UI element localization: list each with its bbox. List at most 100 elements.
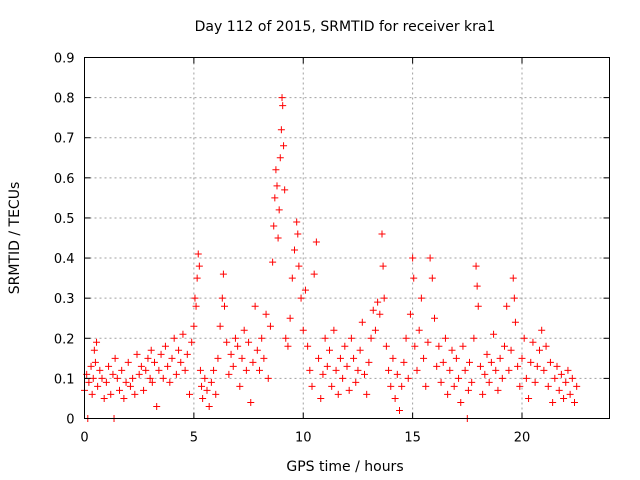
data-point <box>105 362 113 370</box>
chart-title: Day 112 of 2015, SRMTID for receiver kra… <box>195 19 496 35</box>
data-point <box>295 262 303 270</box>
data-point <box>192 302 200 310</box>
y-tick-label: 0.1 <box>54 372 75 387</box>
data-point <box>194 250 202 258</box>
data-point <box>153 402 161 410</box>
data-point <box>490 330 498 338</box>
data-point <box>380 294 388 302</box>
data-point <box>166 378 174 386</box>
data-point <box>203 386 211 394</box>
data-point <box>109 370 117 378</box>
data-point <box>413 366 421 374</box>
data-point <box>507 346 515 354</box>
data-point <box>468 378 476 386</box>
data-point <box>571 398 578 406</box>
data-point <box>256 366 263 374</box>
data-point <box>343 362 351 370</box>
data-point <box>274 234 282 242</box>
data-point <box>464 386 472 394</box>
data-point <box>234 342 242 350</box>
data-point <box>402 334 410 342</box>
data-point <box>474 302 482 310</box>
data-point <box>326 346 333 354</box>
data-point <box>361 370 368 378</box>
data-point <box>281 186 289 194</box>
data-point <box>161 342 169 350</box>
data-point <box>266 322 274 330</box>
data-point <box>437 378 445 386</box>
x-tick-label: 20 <box>514 431 531 446</box>
data-point <box>450 382 458 390</box>
data-point <box>509 274 517 282</box>
data-point <box>485 378 493 386</box>
data-point <box>251 302 259 310</box>
data-point <box>382 342 390 350</box>
data-point <box>426 254 434 262</box>
data-point <box>417 294 425 302</box>
y-tick-label: 0.7 <box>54 132 75 147</box>
data-point <box>288 274 296 282</box>
data-point <box>278 94 286 102</box>
data-point <box>568 374 576 382</box>
data-point <box>379 262 387 270</box>
data-point <box>452 354 460 362</box>
data-point <box>538 326 546 334</box>
data-point <box>262 310 270 318</box>
data-point <box>396 406 403 414</box>
data-point <box>389 354 397 362</box>
data-point <box>494 386 502 394</box>
data-point <box>352 378 360 386</box>
data-point <box>424 338 432 346</box>
data-point <box>276 154 284 162</box>
data-point <box>336 354 344 362</box>
data-point <box>345 386 353 394</box>
data-point <box>557 370 565 378</box>
x-tick-label: 5 <box>190 431 198 446</box>
axis-ticks <box>84 57 610 419</box>
data-point <box>498 374 506 382</box>
data-point <box>564 366 572 374</box>
data-point <box>286 314 294 322</box>
data-point <box>321 334 329 342</box>
data-point <box>431 314 438 322</box>
data-point <box>516 382 524 390</box>
data-point <box>299 326 307 334</box>
data-point <box>551 374 559 382</box>
data-point <box>205 402 213 410</box>
data-point <box>540 366 548 374</box>
data-point <box>481 370 489 378</box>
data-point <box>212 390 220 398</box>
data-point <box>258 334 266 342</box>
data-point <box>400 358 408 366</box>
data-point <box>270 222 278 230</box>
data-point <box>277 126 285 134</box>
data-point <box>102 378 110 386</box>
data-point <box>247 398 255 406</box>
data-point <box>126 382 134 390</box>
data-point <box>111 354 119 362</box>
y-tick-label: 0.6 <box>54 172 75 187</box>
data-point <box>365 358 373 366</box>
data-point <box>306 366 314 374</box>
data-point <box>428 274 436 282</box>
data-point <box>518 354 526 362</box>
data-point <box>461 366 469 374</box>
data-point <box>155 366 163 374</box>
data-point <box>219 270 227 278</box>
data-point <box>459 342 467 350</box>
data-point <box>133 350 141 358</box>
data-point <box>472 262 480 270</box>
data-point <box>520 334 528 342</box>
data-point <box>293 218 301 226</box>
data-point <box>193 274 201 282</box>
data-point <box>422 382 430 390</box>
data-point <box>301 286 309 294</box>
data-point <box>186 390 193 398</box>
x-axis-label: GPS time / hours <box>286 459 403 475</box>
data-point <box>90 346 98 354</box>
data-point <box>553 362 561 370</box>
data-point <box>225 370 233 378</box>
data-point <box>330 326 338 334</box>
data-point <box>297 294 305 302</box>
y-axis-label: SRMTID / TECUs <box>7 182 23 295</box>
